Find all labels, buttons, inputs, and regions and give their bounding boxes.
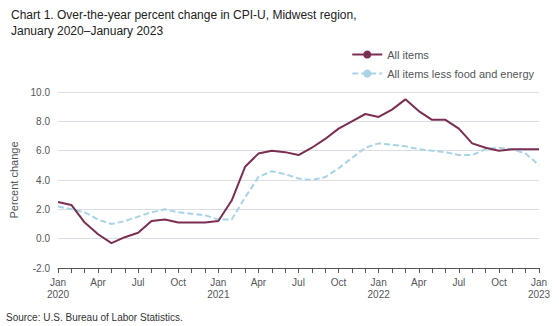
svg-text:Percent change: Percent change: [8, 141, 20, 218]
svg-text:Chart 1. Over-the-year percent: Chart 1. Over-the-year percent change in…: [11, 8, 356, 22]
svg-text:January 2020–January 2023: January 2020–January 2023: [11, 24, 163, 38]
svg-text:Oct: Oct: [491, 277, 507, 288]
svg-text:Jan: Jan: [50, 277, 66, 288]
svg-text:Jul: Jul: [132, 277, 145, 288]
svg-text:Jan: Jan: [371, 277, 387, 288]
svg-text:8.0: 8.0: [36, 116, 50, 127]
svg-text:2022: 2022: [368, 289, 391, 300]
svg-text:-2.0: -2.0: [33, 263, 51, 274]
svg-text:10.0: 10.0: [31, 87, 51, 98]
svg-text:Apr: Apr: [251, 277, 267, 288]
svg-text:2021: 2021: [207, 289, 230, 300]
svg-text:Jul: Jul: [452, 277, 465, 288]
svg-text:6.0: 6.0: [36, 145, 50, 156]
svg-text:Source: U.S. Bureau of Labor S: Source: U.S. Bureau of Labor Statistics.: [6, 312, 183, 323]
svg-text:Apr: Apr: [90, 277, 106, 288]
svg-text:4.0: 4.0: [36, 175, 50, 186]
svg-text:2.0: 2.0: [36, 204, 50, 215]
svg-text:All items: All items: [387, 49, 429, 61]
svg-text:0.0: 0.0: [36, 233, 50, 244]
svg-text:Apr: Apr: [411, 277, 427, 288]
svg-text:Jan: Jan: [210, 277, 226, 288]
svg-text:Jul: Jul: [292, 277, 305, 288]
svg-text:All items less food and energy: All items less food and energy: [387, 68, 534, 80]
svg-text:Jan: Jan: [531, 277, 547, 288]
svg-text:2023: 2023: [528, 289, 551, 300]
svg-text:Oct: Oct: [331, 277, 347, 288]
svg-text:2020: 2020: [47, 289, 70, 300]
svg-text:Oct: Oct: [170, 277, 186, 288]
